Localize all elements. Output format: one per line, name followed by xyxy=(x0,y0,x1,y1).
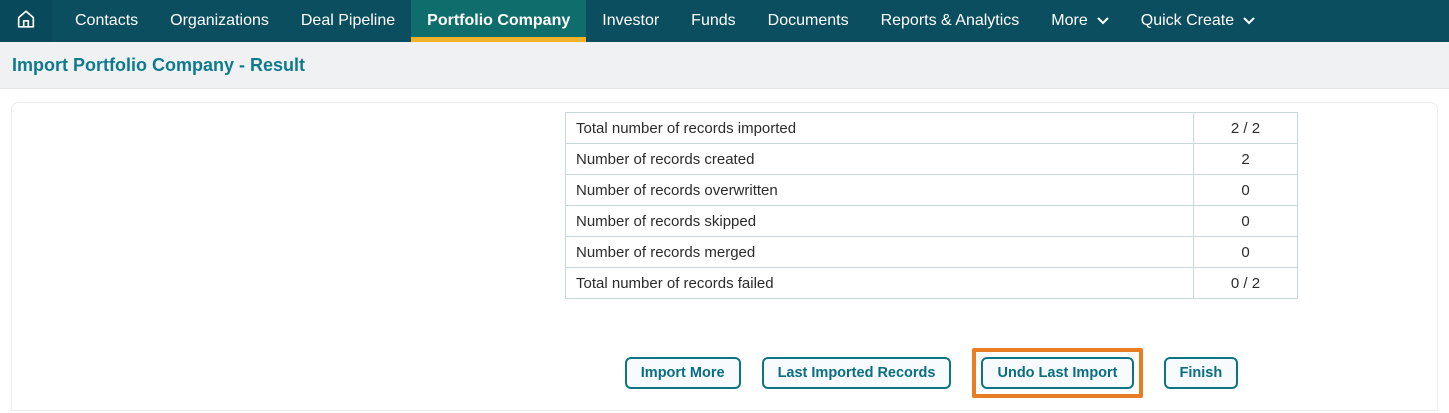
import-more-button[interactable]: Import More xyxy=(624,357,741,389)
row-value: 0 xyxy=(1193,174,1298,206)
home-icon xyxy=(15,8,37,35)
table-row: Total number of records failed 0 / 2 xyxy=(565,267,1298,299)
nav-item-investor[interactable]: Investor xyxy=(602,12,660,29)
last-imported-records-button[interactable]: Last Imported Records xyxy=(761,357,952,389)
nav-items: Contacts Organizations Deal Pipeline Por… xyxy=(59,0,1271,42)
row-value: 2 / 2 xyxy=(1193,112,1298,144)
row-value: 0 xyxy=(1193,205,1298,237)
row-value: 0 xyxy=(1193,236,1298,268)
page-title-bar: Import Portfolio Company - Result xyxy=(0,42,1449,89)
row-label: Number of records created xyxy=(565,143,1194,175)
chevron-down-icon xyxy=(1243,12,1255,30)
nav-item-more-label: More xyxy=(1051,12,1088,29)
highlight-box: Undo Last Import xyxy=(972,348,1143,398)
nav-item-documents[interactable]: Documents xyxy=(767,12,849,29)
import-result-table: Total number of records imported 2 / 2 N… xyxy=(565,112,1298,299)
content-panel: Total number of records imported 2 / 2 N… xyxy=(11,102,1438,411)
nav-item-reports-analytics[interactable]: Reports & Analytics xyxy=(880,12,1020,29)
nav-item-more[interactable]: More xyxy=(1035,0,1124,42)
top-navbar: Contacts Organizations Deal Pipeline Por… xyxy=(0,0,1449,42)
nav-item-funds[interactable]: Funds xyxy=(691,12,736,29)
row-value: 2 xyxy=(1193,143,1298,175)
nav-item-portfolio-company[interactable]: Portfolio Company xyxy=(411,0,587,42)
table-row: Number of records created 2 xyxy=(565,143,1298,175)
nav-item-quick-create-label: Quick Create xyxy=(1140,12,1235,29)
row-label: Number of records skipped xyxy=(565,205,1194,237)
nav-item-quick-create[interactable]: Quick Create xyxy=(1125,0,1271,42)
nav-item-deal-pipeline[interactable]: Deal Pipeline xyxy=(300,12,396,29)
finish-button[interactable]: Finish xyxy=(1163,357,1239,389)
nav-item-contacts[interactable]: Contacts xyxy=(75,12,139,29)
row-label: Total number of records failed xyxy=(565,267,1194,299)
table-row: Number of records skipped 0 xyxy=(565,205,1298,237)
nav-item-organizations[interactable]: Organizations xyxy=(170,12,269,29)
row-label: Number of records merged xyxy=(565,236,1194,268)
home-button[interactable] xyxy=(0,0,52,42)
chevron-down-icon xyxy=(1097,12,1109,30)
table-row: Number of records overwritten 0 xyxy=(565,174,1298,206)
action-buttons-row: Import More Last Imported Records Undo L… xyxy=(565,348,1298,398)
row-value: 0 / 2 xyxy=(1193,267,1298,299)
undo-last-import-button[interactable]: Undo Last Import xyxy=(981,357,1134,389)
page-title: Import Portfolio Company - Result xyxy=(12,54,306,75)
row-label: Number of records overwritten xyxy=(565,174,1194,206)
row-label: Total number of records imported xyxy=(565,112,1194,144)
table-row: Number of records merged 0 xyxy=(565,236,1298,268)
table-row: Total number of records imported 2 / 2 xyxy=(565,112,1298,144)
